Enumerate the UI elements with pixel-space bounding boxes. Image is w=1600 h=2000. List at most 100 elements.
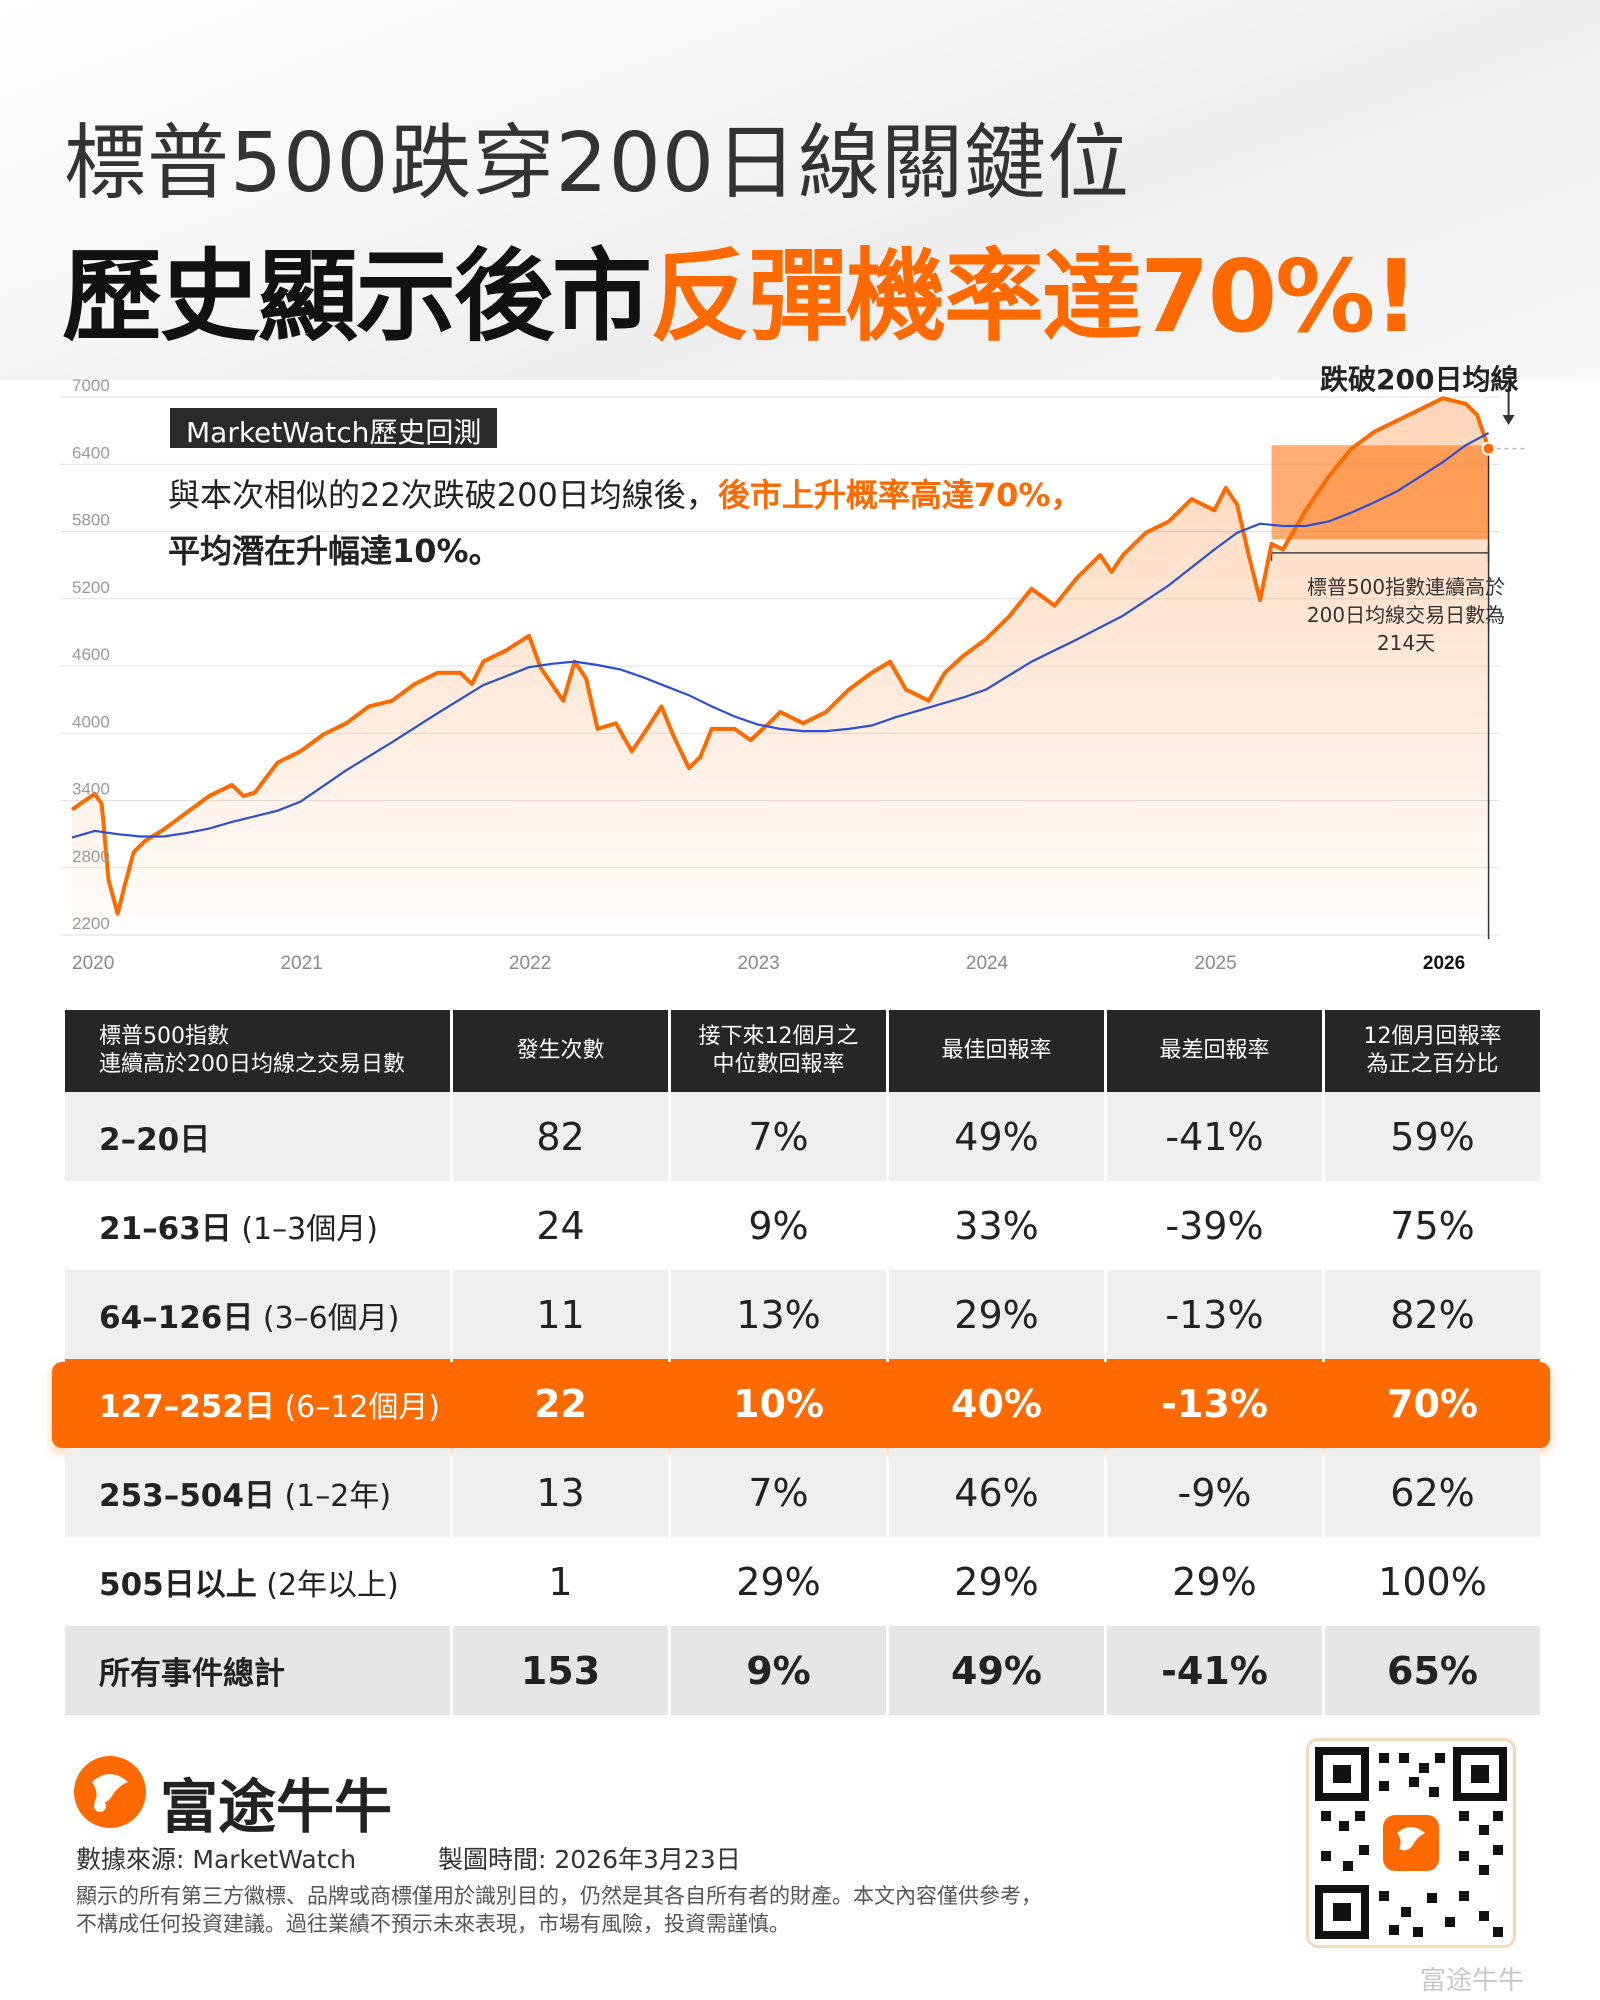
table-cell: 33% bbox=[889, 1181, 1104, 1270]
x-tick-label: 2026 bbox=[1423, 953, 1465, 974]
flag-background bbox=[0, 0, 1600, 380]
table-row: 505日以上 (2年以上) 1 29% 29% 29% 100% bbox=[65, 1537, 1540, 1626]
table-cell: 29% bbox=[889, 1537, 1104, 1626]
table-cell: -13% bbox=[1107, 1359, 1322, 1448]
column-header: 標普500指數 連續高於200日均線之交易日數 bbox=[65, 1010, 450, 1092]
table-cell: 29% bbox=[671, 1537, 886, 1626]
description-line2: 平均潛在升幅達10%。 bbox=[168, 532, 501, 570]
table-cell: 153 bbox=[453, 1626, 668, 1715]
table-cell: 11 bbox=[453, 1270, 668, 1359]
table-cell: 49% bbox=[889, 1626, 1104, 1715]
row-label: 64–126日 (3–6個月) bbox=[65, 1270, 450, 1359]
table-cell: -13% bbox=[1107, 1270, 1322, 1359]
table-cell: -41% bbox=[1107, 1626, 1322, 1715]
y-tick-label: 2200 bbox=[72, 914, 110, 933]
table-cell: 9% bbox=[671, 1626, 886, 1715]
table-cell: 40% bbox=[889, 1359, 1104, 1448]
row-label-sub: (6–12個月) bbox=[274, 1390, 441, 1425]
break-label: 跌破200日均線 bbox=[1320, 363, 1519, 396]
table-row: 253–504日 (1–2年) 13 7% 46% -9% 62% bbox=[65, 1448, 1540, 1537]
table-row: 所有事件總計 153 9% 49% -41% 65% bbox=[65, 1626, 1540, 1715]
headline-line2: 歷史顯示後市反彈機率達70%! bbox=[62, 215, 1419, 360]
data-source: 數據來源: MarketWatch bbox=[76, 1845, 357, 1874]
stats-table: 標普500指數 連續高於200日均線之交易日數 發生次數 接下來12個月之 中位數回報率… bbox=[62, 1010, 1543, 1715]
y-tick-label: 4600 bbox=[72, 645, 110, 664]
column-header: 最差回報率 bbox=[1107, 1010, 1322, 1092]
column-header: 12個月回報率 為正之百分比 bbox=[1325, 1010, 1540, 1092]
table-cell: 75% bbox=[1325, 1181, 1540, 1270]
y-tick-label: 5800 bbox=[72, 511, 110, 530]
y-tick-label: 7000 bbox=[72, 376, 110, 395]
y-tick-label: 6400 bbox=[72, 443, 110, 462]
description-line1: 與本次相似的22次跌破200日均線後，後市上升概率高達70%， bbox=[168, 470, 1082, 516]
x-tick-label: 2020 bbox=[72, 953, 114, 974]
table-cell: 49% bbox=[889, 1092, 1104, 1181]
table-cell: 9% bbox=[671, 1181, 886, 1270]
row-label-sub: (3–6個月) bbox=[253, 1301, 400, 1336]
qr-code bbox=[1306, 1738, 1516, 1948]
break-point bbox=[1481, 441, 1496, 456]
table-row: 127–252日 (6–12個月) 22 10% 40% -13% 70% bbox=[65, 1359, 1540, 1448]
table-cell: 7% bbox=[671, 1092, 886, 1181]
row-label: 所有事件總計 bbox=[65, 1626, 450, 1715]
column-header: 發生次數 bbox=[453, 1010, 668, 1092]
price-area bbox=[72, 398, 1489, 925]
table-cell: 70% bbox=[1325, 1359, 1540, 1448]
column-header: 接下來12個月之 中位數回報率 bbox=[671, 1010, 886, 1092]
headline-line1: 標普500跌穿200日線關鍵位 bbox=[64, 116, 1131, 211]
row-label-sub: (1–3個月) bbox=[231, 1212, 378, 1247]
table-cell: 7% bbox=[671, 1448, 886, 1537]
row-label-sub: (2年以上) bbox=[256, 1568, 399, 1603]
x-tick-label: 2021 bbox=[280, 953, 322, 974]
sp500-chart: 2200 2800 3400 4000 4600 5200 5800 6400 7000 2020… bbox=[60, 376, 1525, 974]
x-tick-label: 2024 bbox=[966, 953, 1009, 974]
table-cell: 1 bbox=[453, 1537, 668, 1626]
qr-code-icon bbox=[1315, 1747, 1507, 1939]
row-label-sub: (1–2年) bbox=[274, 1479, 392, 1514]
table-cell: 10% bbox=[671, 1359, 886, 1448]
table-cell: 46% bbox=[889, 1448, 1104, 1537]
table-cell: 29% bbox=[889, 1270, 1104, 1359]
table-cell: 82 bbox=[453, 1092, 668, 1181]
disclaimer-line2: 不構成任何投資建議。過往業績不預示未來表現，市場有風險，投資需謹慎。 bbox=[76, 1912, 790, 1936]
table-row: 21–63日 (1–3個月) 24 9% 33% -39% 75% bbox=[65, 1181, 1540, 1270]
row-label: 2–20日 bbox=[65, 1092, 450, 1181]
x-tick-label: 2022 bbox=[509, 953, 551, 974]
row-label: 505日以上 (2年以上) bbox=[65, 1537, 450, 1626]
table-cell: 24 bbox=[453, 1181, 668, 1270]
description-b: 後市上升概率高達70%， bbox=[717, 476, 1083, 514]
y-tick-label: 5200 bbox=[72, 578, 110, 597]
streak-region bbox=[1271, 445, 1489, 540]
x-tick-label: 2025 bbox=[1194, 953, 1236, 974]
table-cell: -39% bbox=[1107, 1181, 1322, 1270]
table-cell: 65% bbox=[1325, 1626, 1540, 1715]
x-tick-label: 2023 bbox=[737, 953, 779, 974]
break-arrowhead-icon bbox=[1502, 415, 1515, 425]
table-cell: 29% bbox=[1107, 1537, 1322, 1626]
table-cell: 100% bbox=[1325, 1537, 1540, 1626]
table-cell: 22 bbox=[453, 1359, 668, 1448]
row-label: 253–504日 (1–2年) bbox=[65, 1448, 450, 1537]
table-row: 2–20日 82 7% 49% -41% 59% bbox=[65, 1092, 1540, 1181]
y-tick-label: 4000 bbox=[72, 712, 110, 731]
headline-line2-dark: 歷史顯示後市 bbox=[62, 238, 652, 355]
column-header: 最佳回報率 bbox=[889, 1010, 1104, 1092]
y-tick-label: 2800 bbox=[72, 847, 110, 866]
headline-line2-highlight: 反彈機率達70%! bbox=[650, 238, 1419, 355]
table-cell: 82% bbox=[1325, 1270, 1540, 1359]
table-cell: 62% bbox=[1325, 1448, 1540, 1537]
watermark: 富途牛牛 bbox=[1420, 1966, 1525, 1996]
table-row: 64–126日 (3–6個月) 11 13% 29% -13% 82% bbox=[65, 1270, 1540, 1359]
source-badge: MarketWatch歷史回測 bbox=[170, 408, 498, 449]
table-cell: -9% bbox=[1107, 1448, 1322, 1537]
sp500-price-line bbox=[70, 396, 1491, 916]
streak-note: 標普500指數連續高於200日均線交易日數為214天 bbox=[1306, 575, 1506, 655]
table-cell: -41% bbox=[1107, 1092, 1322, 1181]
row-label: 127–252日 (6–12個月) bbox=[65, 1359, 450, 1448]
disclaimer-line1: 顯示的所有第三方徽標、品牌或商標僅用於識別目的，仍然是其各自所有者的財產。本文內… bbox=[76, 1884, 1042, 1908]
y-tick-label: 3400 bbox=[72, 780, 110, 799]
made-date: 製圖時間: 2026年3月23日 bbox=[438, 1845, 741, 1874]
ma200-line bbox=[71, 432, 1490, 839]
row-label: 21–63日 (1–3個月) bbox=[65, 1181, 450, 1270]
description-a: 與本次相似的22次跌破200日均線後， bbox=[168, 476, 718, 514]
